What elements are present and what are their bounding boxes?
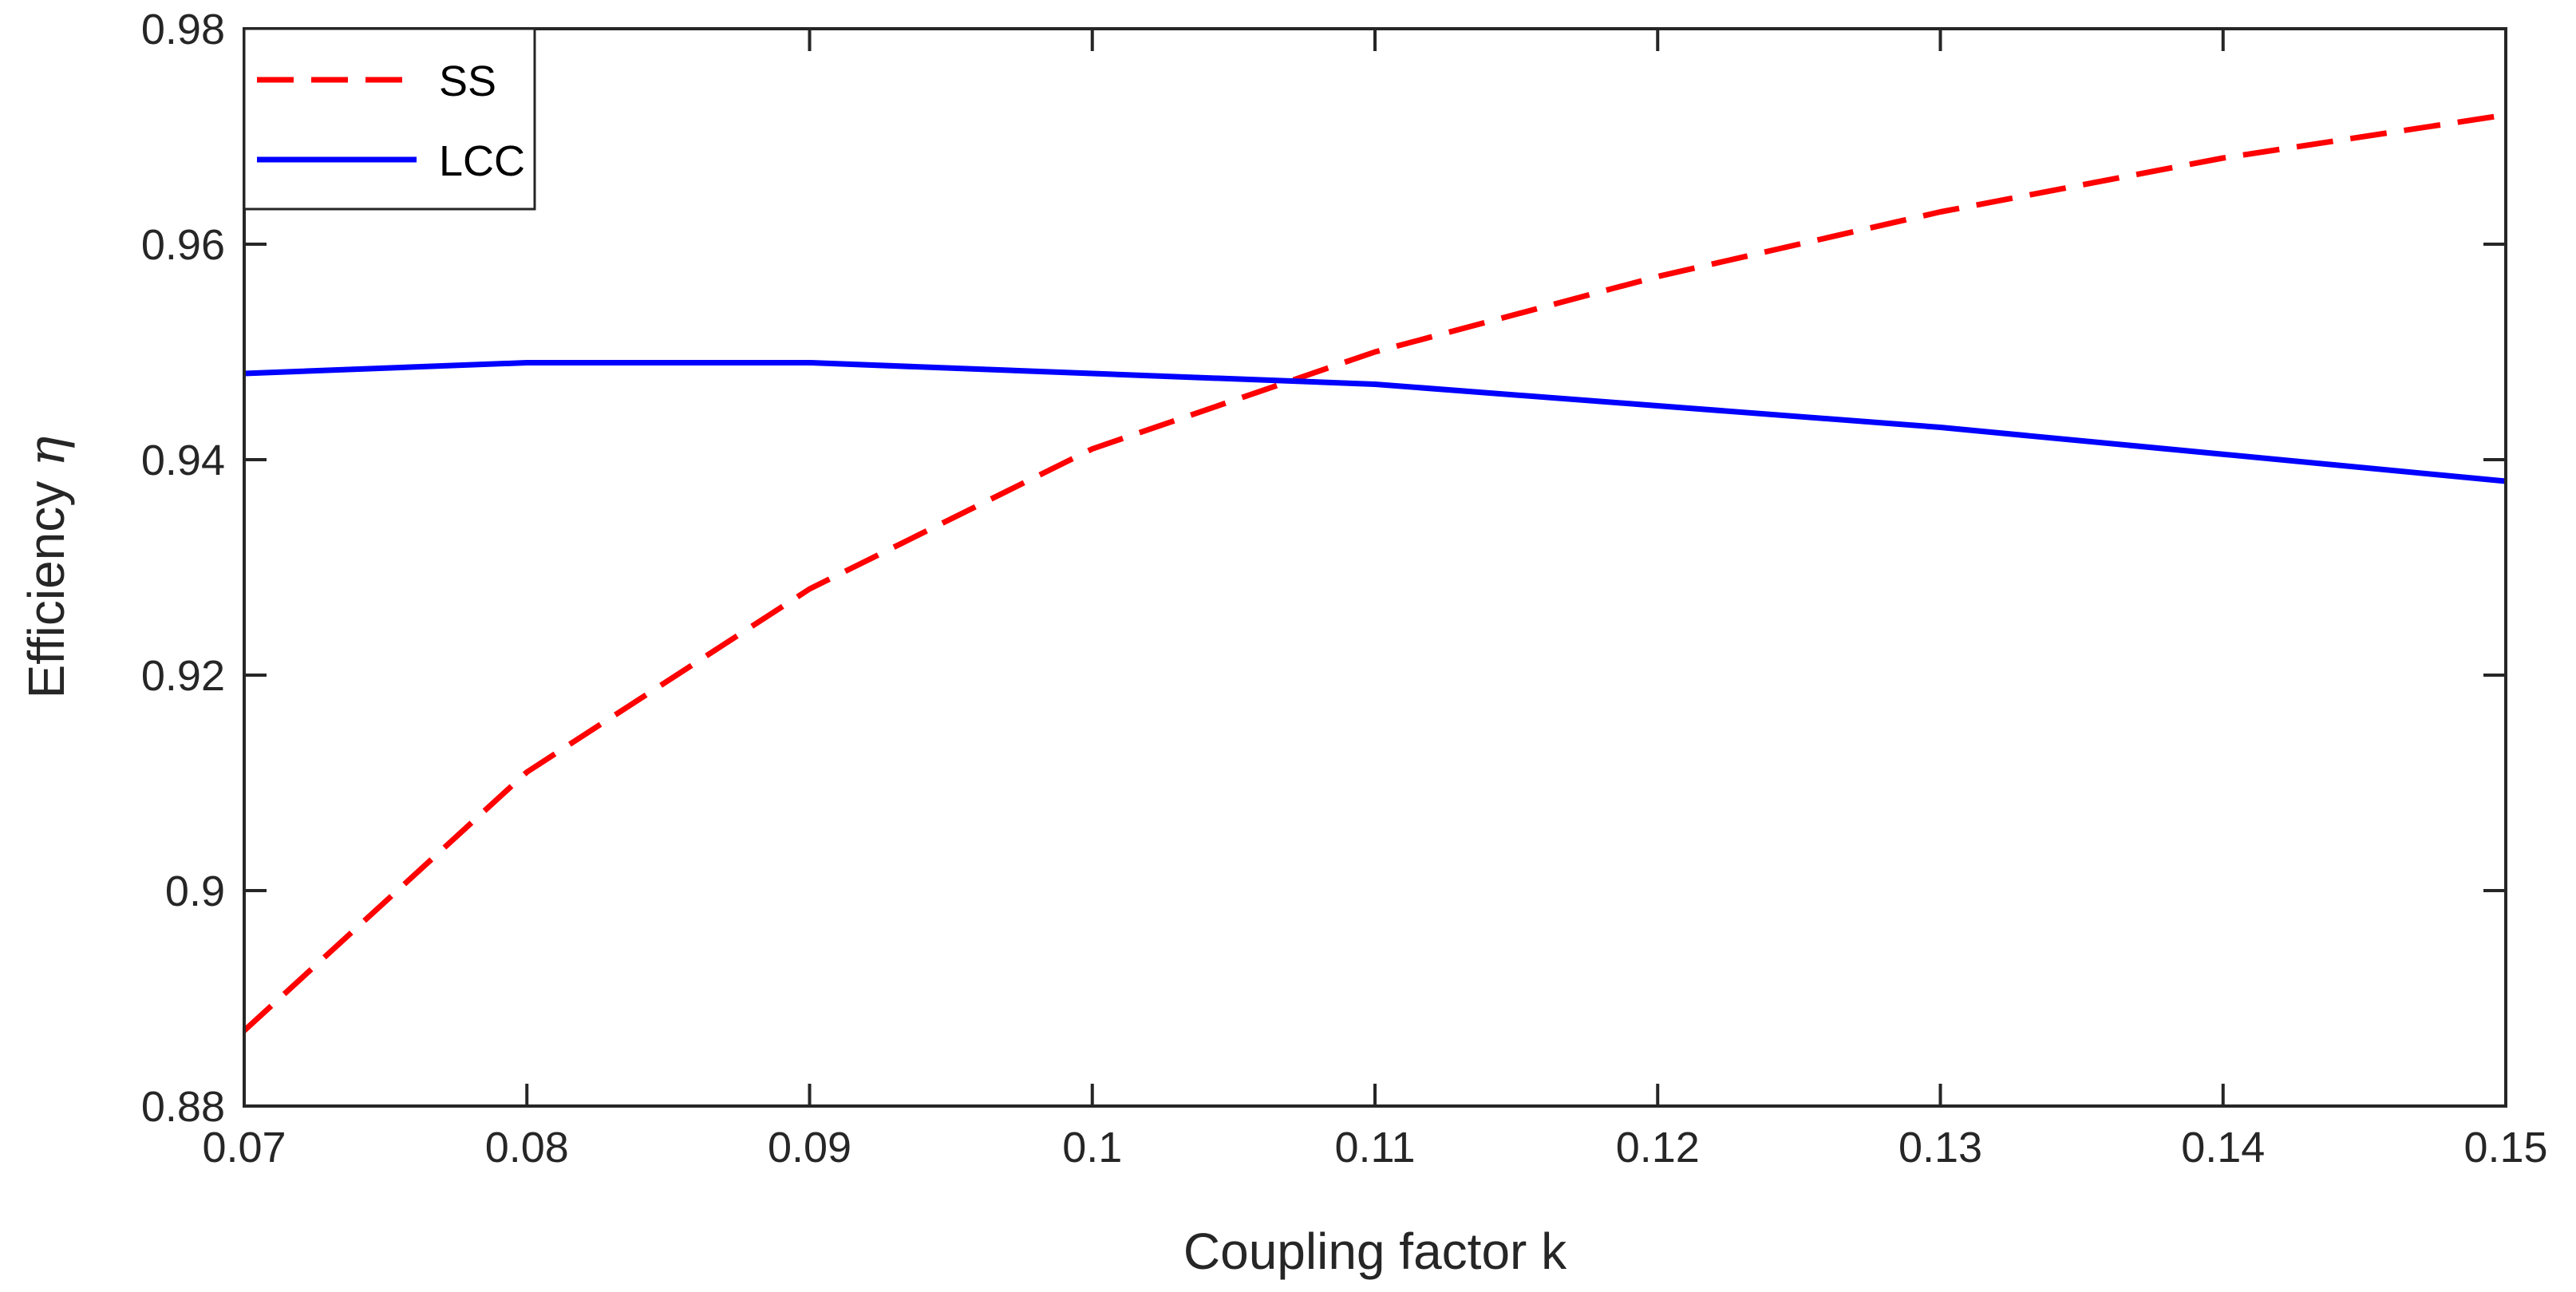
plot-area xyxy=(244,29,2506,1106)
y-tick-label: 0.94 xyxy=(141,437,225,484)
x-tick-label: 0.15 xyxy=(2463,1124,2547,1171)
legend-label-lcc: LCC xyxy=(439,137,525,185)
x-axis-label: Coupling factor k xyxy=(1183,1223,1567,1280)
series-line-lcc xyxy=(243,360,2507,484)
y-axis-label: Efficiency xyxy=(18,481,75,699)
series-line-ss xyxy=(242,112,2507,1033)
y-axis-label-group: Efficiency η xyxy=(18,437,77,699)
x-tick-label: 0.1 xyxy=(1062,1124,1122,1171)
legend-label-ss: SS xyxy=(439,57,496,105)
x-axis: 0.07 0.08 0.09 0.1 0.11 0.12 0.13 0.14 0.15 xyxy=(202,29,2548,1171)
y-tick-label: 0.88 xyxy=(141,1083,225,1131)
x-tick-label: 0.12 xyxy=(1616,1124,1700,1171)
legend: SS LCC xyxy=(243,27,536,211)
x-tick-label: 0.13 xyxy=(1898,1124,1982,1171)
y-tick-label: 0.92 xyxy=(141,652,225,700)
x-tick-label: 0.08 xyxy=(485,1124,569,1171)
series-layer xyxy=(242,112,2507,1033)
y-axis-symbol: η xyxy=(18,437,77,467)
y-tick-label: 0.9 xyxy=(165,867,225,915)
x-tick-label: 0.11 xyxy=(1334,1124,1415,1171)
y-axis: 0.88 0.9 0.92 0.94 0.96 0.98 xyxy=(141,6,2506,1131)
x-tick-label: 0.14 xyxy=(2181,1124,2265,1171)
y-tick-label: 0.98 xyxy=(141,6,225,53)
y-tick-label: 0.96 xyxy=(141,221,225,269)
x-tick-label: 0.09 xyxy=(768,1124,851,1171)
legend-box xyxy=(243,27,536,211)
x-tick-label: 0.07 xyxy=(202,1124,286,1171)
